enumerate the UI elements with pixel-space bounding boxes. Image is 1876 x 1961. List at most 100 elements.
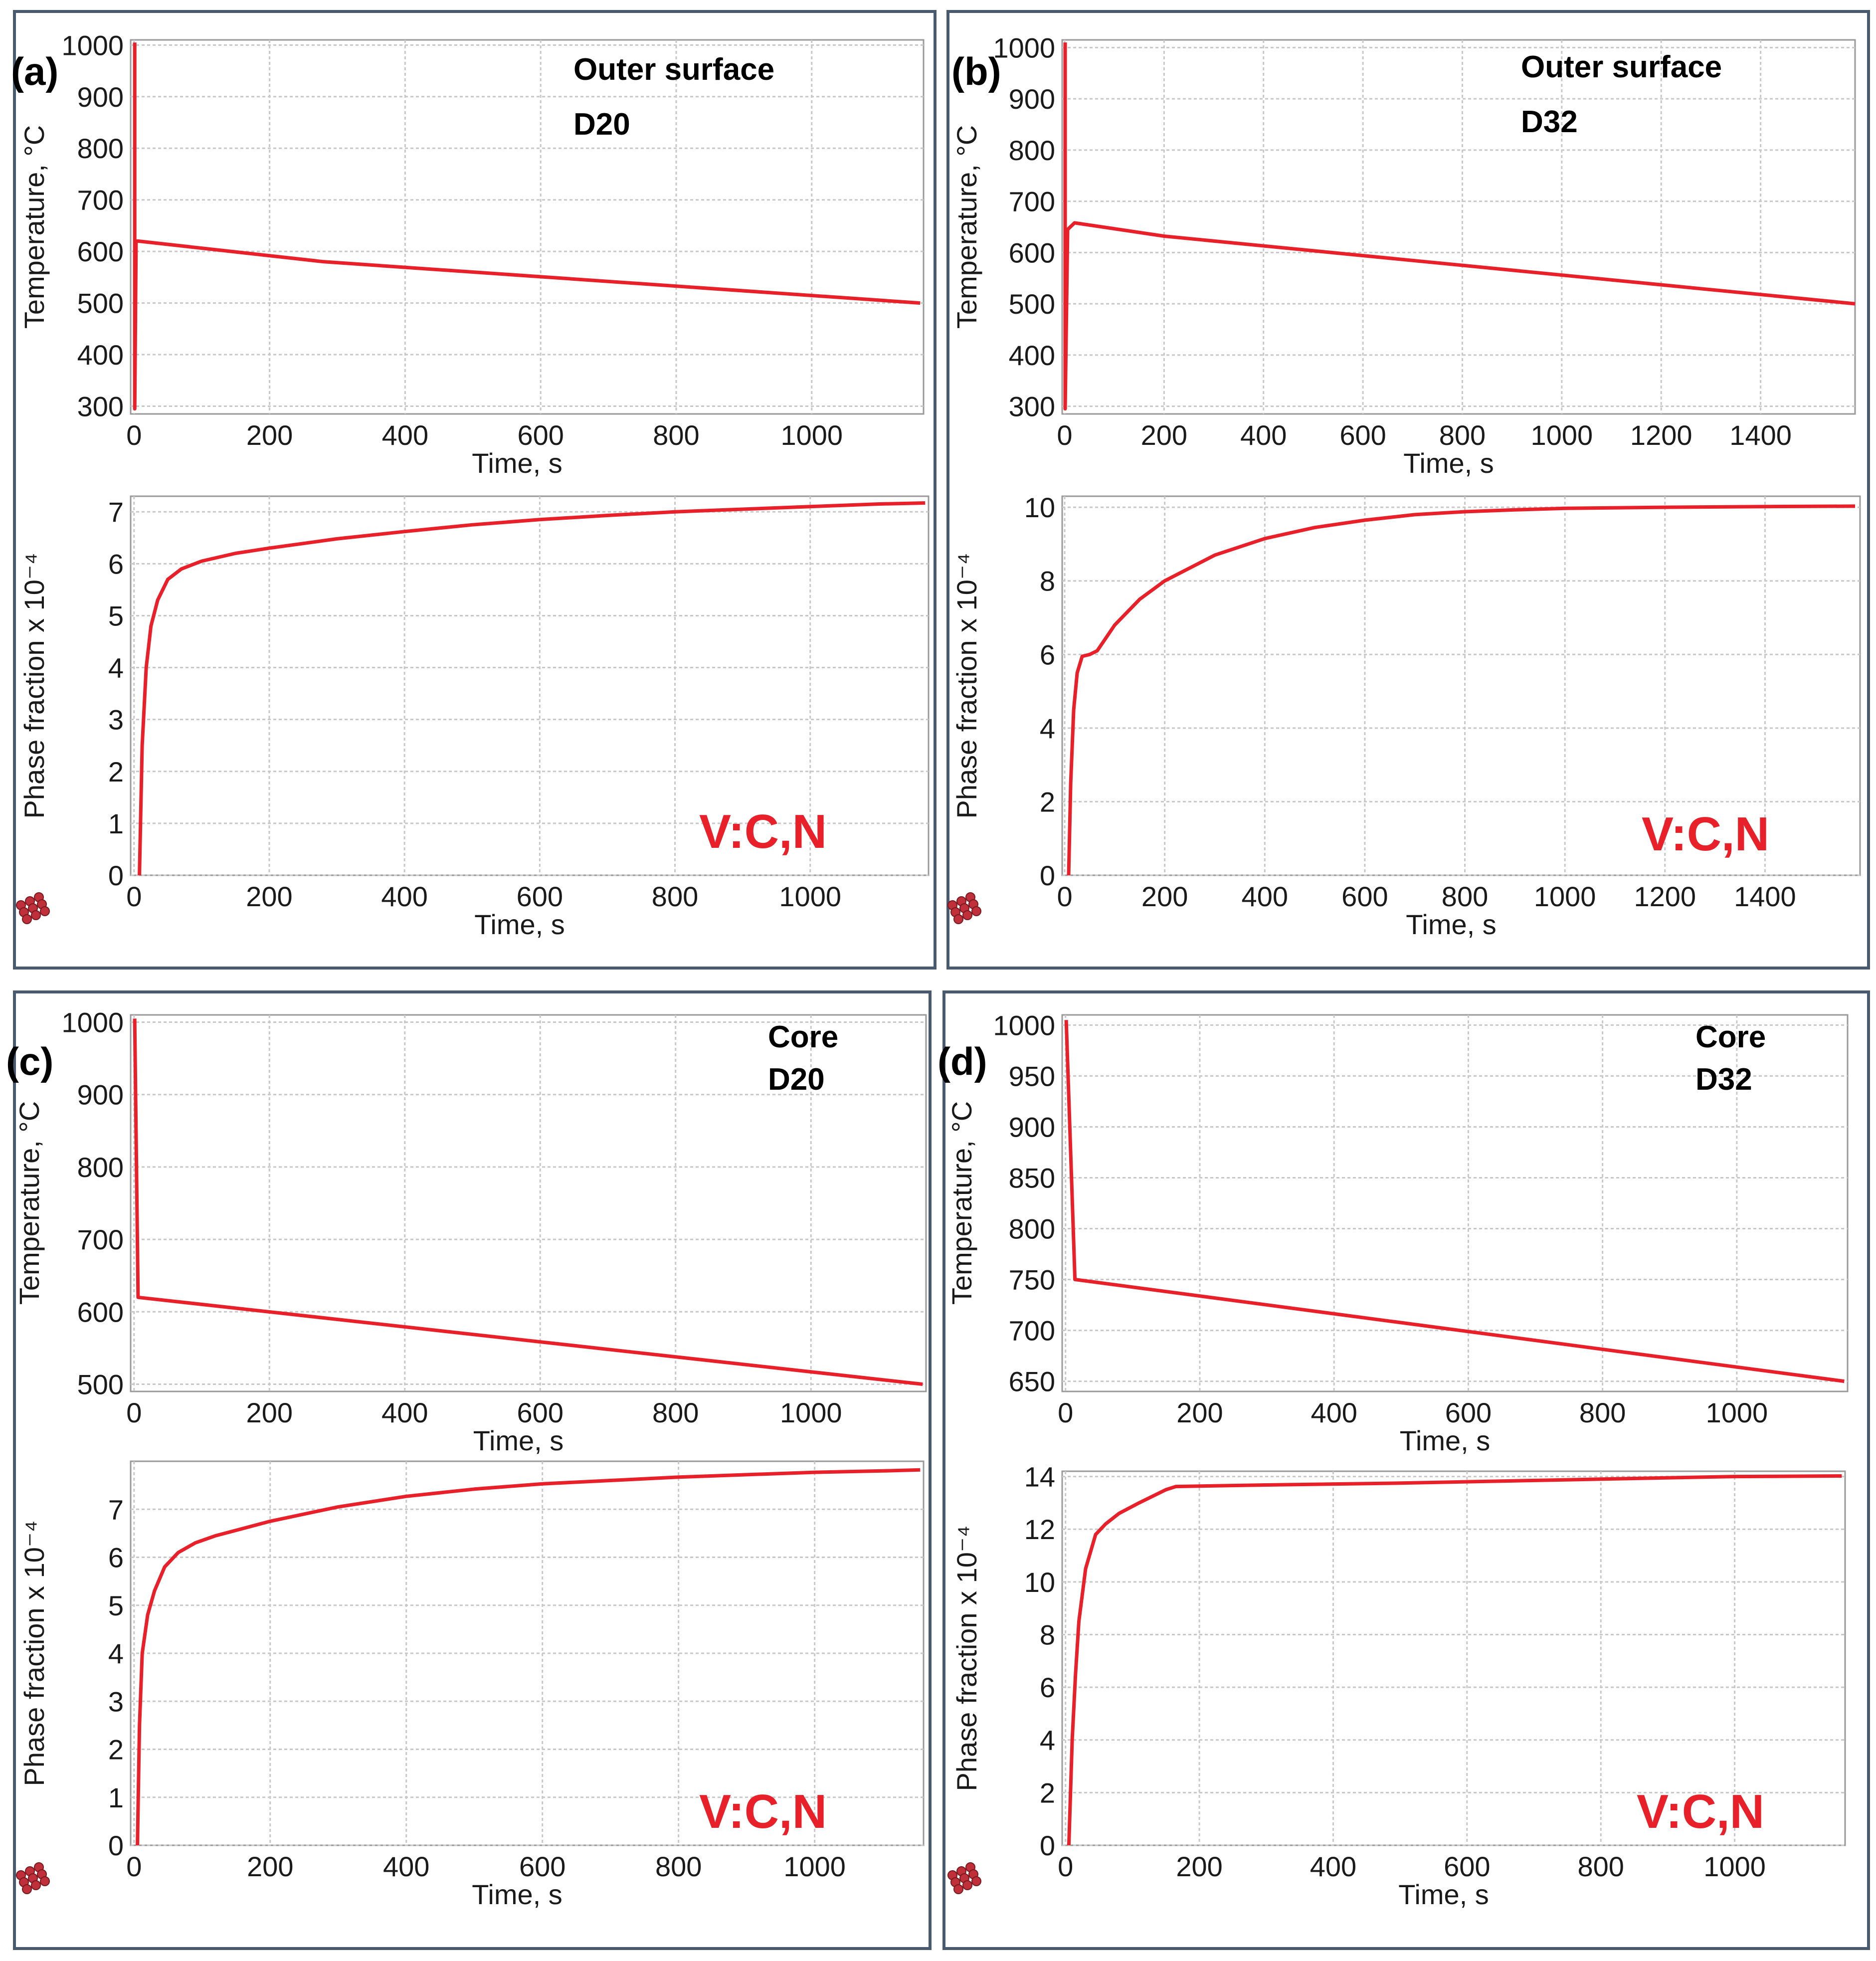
c-temp-y-tick-label: 500 (77, 1369, 124, 1400)
a-temp-plot-area (130, 39, 925, 415)
b-temp-annotation: D32 (1521, 105, 1578, 139)
c-phase-y-tick-label: 7 (108, 1494, 124, 1525)
c-phase-molecule-icon (22, 1884, 32, 1894)
d-phase-x-tick-label: 1000 (1703, 1851, 1766, 1882)
b-phase-plot-area (1061, 495, 1861, 876)
b-temp-x-tick-label: 1000 (1531, 419, 1593, 451)
b-phase-y-tick-label: 2 (1040, 786, 1055, 817)
a-phase-x-tick-label: 800 (652, 881, 698, 912)
a-temp-annotation: D20 (573, 107, 630, 142)
c-phase-y-tick-label: 0 (108, 1830, 124, 1861)
a-phase-y-tick-label: 7 (108, 496, 124, 528)
b-phase-y-tick-label: 6 (1040, 639, 1055, 670)
a-temp-x-tick-label: 1000 (780, 419, 843, 451)
a-temp-x-tick-label: 600 (517, 419, 563, 451)
c-phase-x-tick-label: 1000 (783, 1851, 846, 1882)
b-phase-y-tick-label: 0 (1040, 860, 1055, 891)
a-phase-y-tick-label: 0 (108, 860, 124, 891)
b-temp-x-tick-label: 800 (1439, 419, 1486, 451)
c-phase-y-tick-label: 2 (108, 1734, 124, 1765)
b-temp-x-tick-label: 200 (1141, 419, 1187, 451)
a-phase-molecule-icon (22, 914, 32, 924)
b-temp-y-axis-label: Temperature, °C (951, 125, 982, 329)
a-temp-y-tick-label: 900 (77, 81, 124, 113)
a-phase-y-tick-label: 2 (108, 756, 124, 787)
d-phase-x-tick-label: 200 (1176, 1851, 1222, 1882)
c-phase-y-axis-label: Phase fraction x 10⁻⁴ (18, 1520, 50, 1786)
a-phase-molecule-icon (40, 906, 50, 916)
b-phase-molecule-icon (971, 906, 981, 916)
a-phase-y-tick-label: 1 (108, 808, 124, 839)
panel-frame-c (13, 990, 932, 1950)
a-phase-y-tick-label: 3 (108, 704, 124, 736)
d-temp-y-tick-label: 750 (1009, 1264, 1055, 1296)
b-phase-x-tick-label: 1000 (1534, 881, 1596, 912)
c-temp-x-tick-label: 400 (381, 1397, 428, 1428)
a-phase-y-tick-label: 6 (108, 548, 124, 580)
c-phase-series-line (136, 1468, 921, 1846)
d-phase-x-tick-label: 0 (1058, 1851, 1073, 1882)
c-temp-plot-area (130, 1014, 927, 1392)
b-temp-y-tick-label: 600 (1009, 237, 1055, 268)
panel-frame-a (13, 10, 937, 970)
d-phase-x-axis-label: Time, s (1398, 1879, 1489, 1910)
b-temp-y-tick-label: 300 (1009, 391, 1055, 422)
a-phase-y-tick-label: 4 (108, 652, 124, 684)
c-phase-x-tick-label: 200 (247, 1851, 293, 1882)
c-temp-x-tick-label: 600 (517, 1397, 563, 1428)
d-phase-phase-label: V:C,N (1637, 1785, 1764, 1838)
a-phase-x-tick-label: 600 (517, 881, 563, 912)
b-phase-x-tick-label: 1200 (1634, 881, 1696, 912)
d-phase-y-tick-label: 0 (1040, 1830, 1055, 1861)
b-temp-y-tick-label: 400 (1009, 340, 1055, 371)
a-phase-series-line (138, 501, 926, 876)
a-temp-x-tick-label: 200 (246, 419, 293, 451)
d-phase-x-tick-label: 800 (1577, 1851, 1624, 1882)
d-temp-x-tick-label: 1000 (1706, 1397, 1768, 1428)
c-phase-x-tick-label: 800 (655, 1851, 702, 1882)
a-temp-y-tick-label: 500 (77, 288, 124, 319)
b-phase-series-line (1067, 504, 1856, 876)
c-phase-y-tick-label: 3 (108, 1686, 124, 1717)
d-phase-y-tick-label: 6 (1040, 1672, 1055, 1703)
d-temp-series-line (1064, 1020, 1845, 1383)
c-temp-y-tick-label: 1000 (61, 1007, 124, 1038)
a-phase-molecule-icon (31, 910, 41, 920)
c-temp-x-tick-label: 800 (652, 1397, 699, 1428)
c-phase-phase-label: V:C,N (699, 1785, 827, 1838)
d-temp-y-tick-label: 700 (1009, 1315, 1055, 1347)
a-temp-series-line (133, 42, 921, 411)
c-temp-panel-letter: (c) (6, 1039, 53, 1083)
b-temp-y-tick-label: 500 (1009, 288, 1055, 320)
a-temp-y-tick-label: 300 (77, 391, 124, 422)
c-temp-series-line (133, 1018, 923, 1386)
b-phase-x-tick-label: 800 (1442, 881, 1488, 912)
d-phase-y-tick-label: 8 (1040, 1619, 1055, 1650)
a-temp-x-tick-label: 400 (382, 419, 428, 451)
a-temp-y-tick-label: 400 (77, 339, 124, 371)
d-temp-x-tick-label: 0 (1058, 1397, 1073, 1428)
d-temp-y-tick-label: 1000 (993, 1009, 1055, 1041)
b-phase-y-tick-label: 4 (1040, 713, 1055, 744)
a-temp-x-axis-label: Time, s (472, 447, 562, 479)
c-phase-x-axis-label: Time, s (472, 1879, 562, 1910)
c-phase-x-tick-label: 400 (383, 1851, 429, 1882)
c-phase-y-tick-label: 5 (108, 1590, 124, 1621)
a-phase-x-tick-label: 400 (381, 881, 427, 912)
d-temp-x-tick-label: 600 (1445, 1397, 1492, 1428)
b-temp-x-tick-label: 0 (1057, 419, 1072, 451)
d-temp-panel-letter: (d) (938, 1039, 987, 1083)
b-temp-x-tick-label: 400 (1240, 419, 1287, 451)
panel-frame-b (946, 10, 1870, 970)
d-phase-y-tick-label: 14 (1024, 1461, 1055, 1493)
c-temp-y-tick-label: 800 (77, 1152, 124, 1183)
c-temp-x-tick-label: 200 (246, 1397, 293, 1428)
c-temp-y-axis-label: Temperature, °C (13, 1101, 45, 1305)
b-phase-y-tick-label: 10 (1024, 492, 1055, 523)
c-temp-y-tick-label: 600 (77, 1296, 124, 1328)
b-temp-panel-letter: (b) (951, 49, 1001, 93)
b-temp-y-tick-label: 800 (1009, 135, 1055, 166)
a-phase-y-axis-label: Phase fraction x 10⁻⁴ (18, 553, 50, 818)
d-phase-plot-area (1061, 1470, 1846, 1846)
c-phase-y-tick-label: 6 (108, 1542, 124, 1573)
